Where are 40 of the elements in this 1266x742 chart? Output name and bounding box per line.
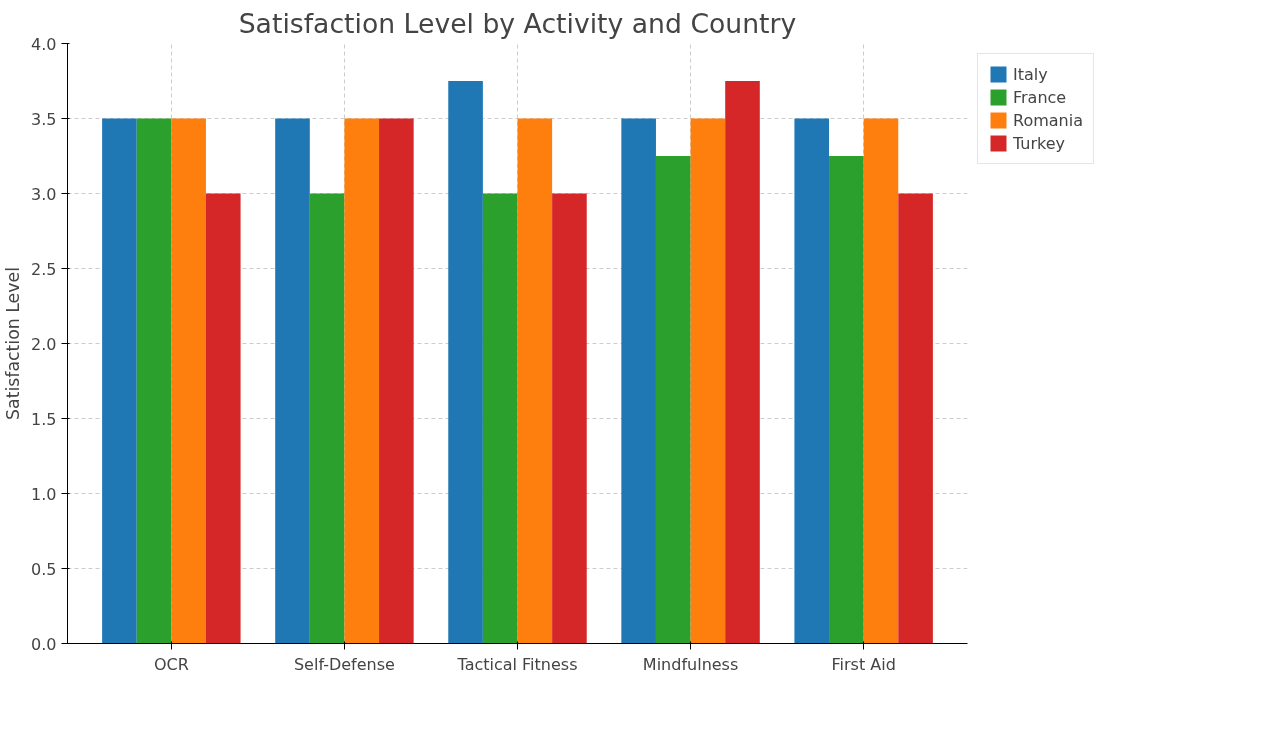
y-tick-label: 1.5 [31, 409, 57, 429]
bar [621, 118, 656, 644]
bar [275, 118, 310, 644]
bar [794, 118, 830, 644]
y-tick-label: 4.0 [31, 34, 57, 54]
bar [344, 118, 380, 644]
bar [379, 118, 414, 644]
legend-label: Romania [1013, 110, 1083, 130]
bar [205, 193, 241, 644]
bar [171, 118, 206, 644]
bar [690, 118, 726, 644]
bar [482, 193, 518, 644]
x-tick-label: Mindfulness [642, 654, 739, 674]
y-tick-label: 0.0 [31, 634, 57, 654]
x-tick-label: First Aid [831, 654, 896, 674]
legend-label: Italy [1013, 64, 1048, 84]
x-tick-label: Self-Defense [293, 654, 395, 674]
bar [309, 193, 345, 644]
bar [655, 156, 691, 644]
legend-label: France [1013, 87, 1067, 107]
bar [863, 118, 899, 644]
y-tick-label: 3.5 [31, 109, 57, 129]
bar [448, 81, 483, 644]
y-tick-label: 1.0 [31, 484, 57, 504]
x-tick-label: Tactical Fitness [456, 654, 578, 674]
y-tick-label: 0.5 [31, 559, 57, 579]
y-tick-label: 3.0 [31, 184, 57, 204]
bar [136, 118, 172, 644]
bar [517, 118, 553, 644]
chart-title: Satisfaction Level by Activity and Country [238, 7, 797, 39]
y-tick-label: 2.0 [31, 334, 57, 354]
x-tick-label: OCR [153, 654, 189, 674]
bar [725, 81, 760, 644]
bar [829, 156, 864, 644]
bar [898, 193, 933, 644]
bar [552, 193, 587, 644]
bar [102, 118, 137, 644]
y-axis-title: Satisfaction Level [3, 267, 24, 420]
y-tick-label: 2.5 [31, 259, 57, 279]
legend-label: Turkey [1013, 133, 1066, 153]
